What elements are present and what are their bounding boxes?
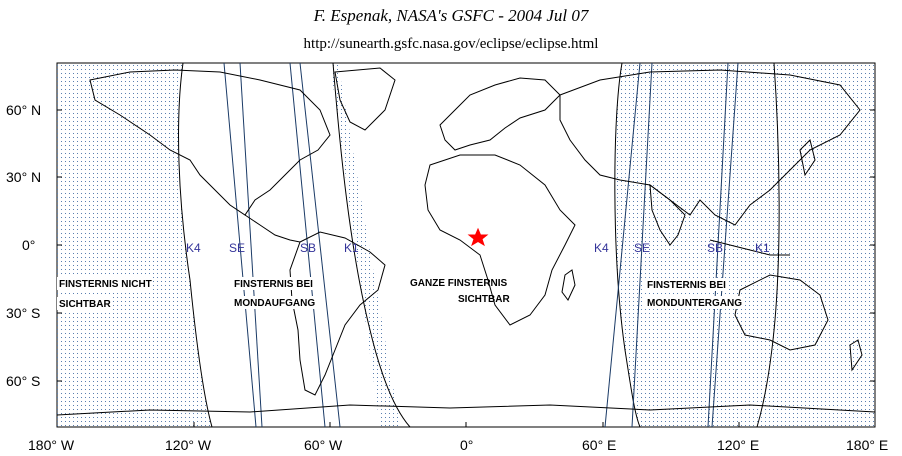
madagascar-outline	[561, 269, 576, 301]
lat-label-30s: 30° S	[6, 305, 40, 321]
coastlines	[57, 67, 875, 416]
west-inner-boundary-curve	[332, 63, 411, 427]
svg-text:SICHTBAR: SICHTBAR	[458, 294, 510, 305]
africa-outline	[424, 154, 576, 326]
antarctica-outline	[57, 404, 875, 416]
tick-marks	[57, 109, 875, 427]
zone-moonset: FINSTERNIS BEI MONDUNTERGANG	[645, 278, 745, 309]
lat-label-60s: 60° S	[6, 373, 40, 389]
label-k1-west: K1	[344, 241, 359, 255]
svg-text:FINSTERNIS BEI: FINSTERNIS BEI	[647, 280, 726, 291]
source-url: http://sunearth.gsfc.nasa.gov/eclipse/ec…	[303, 36, 599, 52]
svg-text:FINSTERNIS BEI: FINSTERNIS BEI	[234, 279, 313, 290]
lon-label-0: 0°	[460, 437, 473, 453]
lon-label-180w: 180° W	[28, 437, 75, 453]
lon-label-60w: 60° W	[304, 437, 343, 453]
svg-text:MONDAUFGANG: MONDAUFGANG	[234, 298, 315, 309]
south-america-outline	[289, 231, 386, 396]
lat-label-60n: 60° N	[6, 102, 41, 118]
north-america-outline	[89, 69, 331, 216]
lon-label-60e: 60° E	[582, 437, 616, 453]
europe-outline	[439, 77, 561, 151]
red-star-icon	[467, 227, 489, 247]
shading-east-partial	[614, 63, 875, 427]
india-outline	[649, 183, 686, 246]
label-sb-east: SB	[707, 241, 723, 255]
lat-label-equator: 0°	[22, 237, 35, 253]
k1-line-east	[711, 63, 739, 427]
contact-lines	[223, 63, 739, 427]
se-line-west	[239, 63, 263, 427]
svg-text:FINSTERNIS NICHT: FINSTERNIS NICHT	[59, 279, 152, 290]
svg-text:GANZE FINSTERNIS: GANZE FINSTERNIS	[410, 278, 508, 289]
zone-not-visible: FINSTERNIS NICHT SICHTBAR	[57, 277, 153, 310]
label-k1-east: K1	[755, 241, 770, 255]
west-shading-gap	[330, 63, 400, 427]
west-boundary-curve	[178, 63, 213, 427]
lon-label-120e: 120° E	[717, 437, 759, 453]
sb-line-east	[707, 63, 729, 427]
k4-line-west	[223, 63, 257, 427]
new-zealand-outline	[849, 339, 863, 372]
svg-text:MONDUNTERGANG: MONDUNTERGANG	[647, 298, 742, 309]
label-k4-east: K4	[594, 241, 609, 255]
lat-label-30n: 30° N	[6, 169, 41, 185]
asia-outline	[559, 69, 861, 226]
shading-west-partial	[57, 63, 212, 427]
east-inner-boundary-curve	[614, 63, 641, 427]
australia-outline	[734, 274, 829, 351]
lon-label-180e: 180° E	[846, 437, 888, 453]
zone-moonrise: FINSTERNIS BEI MONDAUFGANG	[232, 277, 320, 309]
k4-line-east	[604, 63, 641, 427]
svg-text:SICHTBAR: SICHTBAR	[59, 299, 111, 310]
east-boundary-curve	[756, 63, 780, 427]
indonesia-outline	[709, 239, 790, 256]
label-se-east: SE	[634, 241, 650, 255]
se-line-east	[631, 63, 653, 427]
label-se-west: SE	[229, 241, 245, 255]
central-america-outline	[244, 214, 301, 243]
credit-title: F. Espenak, NASA's GSFC - 2004 Jul 07	[313, 6, 589, 25]
zone-total-visible: GANZE FINSTERNIS SICHTBAR	[410, 278, 510, 305]
greenland-outline	[334, 67, 396, 131]
k1-line-west	[299, 63, 341, 427]
japan-outline	[799, 139, 816, 177]
sb-line-west	[289, 63, 326, 427]
label-sb-west: SB	[300, 241, 316, 255]
label-k4-west: K4	[186, 241, 201, 255]
lon-label-120w: 120° W	[165, 437, 212, 453]
